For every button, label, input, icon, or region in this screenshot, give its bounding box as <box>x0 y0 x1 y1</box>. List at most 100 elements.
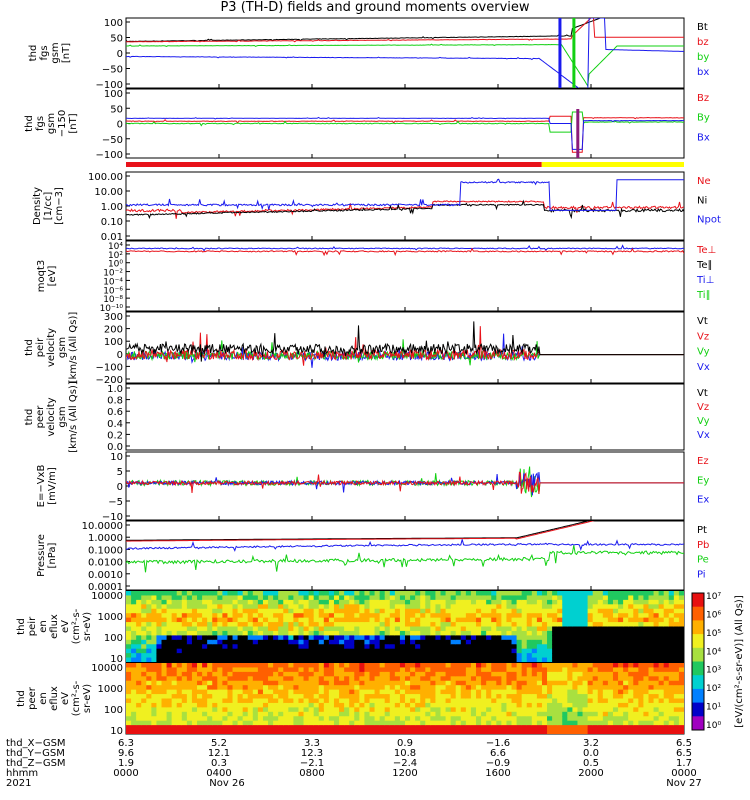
spectrogram-cell <box>597 671 604 677</box>
spectrogram-cell <box>526 630 533 636</box>
spectrogram-cell <box>126 639 132 645</box>
spectrogram-cell <box>262 653 269 659</box>
spectrogram-cell <box>491 630 497 636</box>
spectrogram-cell <box>171 694 178 700</box>
spectrogram-cell <box>638 622 645 628</box>
spectrogram-cell <box>597 591 604 597</box>
spectrogram-cell <box>496 648 502 654</box>
spectrogram-cell <box>531 729 538 734</box>
spectrogram-cell <box>435 635 442 641</box>
spectrogram-cell <box>410 630 416 636</box>
spectrogram-cell <box>440 657 447 662</box>
spectrogram-cell <box>663 694 670 700</box>
spectrogram-cell <box>658 720 665 726</box>
spectrogram-cell <box>435 720 442 726</box>
spectrogram-cell <box>156 685 163 691</box>
spectrogram-cell <box>506 591 513 597</box>
spectrogram-cell <box>166 671 173 677</box>
spectrogram-cell <box>197 599 203 605</box>
spectrogram-cell <box>450 702 457 708</box>
mode-bar-slow <box>126 162 542 167</box>
spectrogram-cell <box>496 653 502 659</box>
y-axis-label: peer <box>35 405 46 429</box>
spectrogram-cell <box>181 725 188 731</box>
y-axis-label: (cm²-s- <box>71 680 82 716</box>
spectrogram-cell <box>283 617 289 623</box>
spectrogram-cell <box>628 626 634 632</box>
spectrogram-cell <box>313 608 320 614</box>
spectrogram-cell <box>313 729 320 734</box>
spectrogram-cell <box>252 702 259 708</box>
colorbar-tick: 10⁴ <box>706 647 721 657</box>
spectrogram-cell <box>146 617 152 623</box>
spectrogram-cell <box>202 671 208 677</box>
spectrogram-cell <box>658 639 665 645</box>
spectrogram-cell <box>318 591 325 597</box>
spectrogram-cell <box>202 653 208 659</box>
spectrogram-cell <box>379 599 386 605</box>
spectrogram-cell <box>333 720 340 726</box>
y-tick-label: 0.1000 <box>88 545 123 556</box>
spectrogram-cell <box>567 608 573 614</box>
spectrogram-cell <box>369 635 376 641</box>
spectrogram-cell <box>242 671 249 677</box>
spectrogram-cell <box>577 622 584 628</box>
spectrogram-cell <box>511 676 518 682</box>
spectrogram-cell <box>151 702 158 708</box>
xaxis-value: 0.9 <box>397 738 413 749</box>
spectrogram-cell <box>440 725 447 731</box>
spectrogram-cell <box>415 689 421 695</box>
spectrogram-cell <box>197 613 203 619</box>
spectrogram-cell <box>541 716 548 722</box>
spectrogram-cell <box>374 653 381 659</box>
spectrogram-cell <box>339 707 345 713</box>
spectrogram-cell <box>673 685 680 691</box>
spectrogram-cell <box>207 635 213 641</box>
spectrogram-cell <box>146 599 152 605</box>
spectrogram-cell <box>389 720 396 726</box>
spectrogram-cell <box>435 608 442 614</box>
spectrogram-cell <box>643 729 650 734</box>
spectrogram-cell <box>379 711 386 717</box>
spectrogram-cell <box>557 729 563 734</box>
spectrogram-cell <box>481 626 487 632</box>
spectrogram-cell <box>161 667 168 673</box>
spectrogram-cell <box>268 702 274 708</box>
spectrogram-cell <box>506 707 513 713</box>
spectrogram-cell <box>506 613 513 619</box>
spectrogram-cell <box>283 716 289 722</box>
spectrogram-cell <box>501 591 508 597</box>
spectrogram-cell <box>328 671 335 677</box>
spectrogram-cell <box>339 702 345 708</box>
spectrogram-cell <box>166 599 173 605</box>
spectrogram-cell <box>663 613 670 619</box>
spectrogram-cell <box>628 613 634 619</box>
spectrogram-cell <box>389 694 396 700</box>
spectrogram-cell <box>354 680 360 686</box>
spectrogram-cell <box>374 680 381 686</box>
spectrogram-cell <box>288 613 294 619</box>
spectrogram-cell <box>557 591 563 597</box>
spectrogram-cell <box>359 720 366 726</box>
spectrogram-cell <box>506 604 513 610</box>
spectrogram-cell <box>126 599 132 605</box>
spectrogram-cell <box>526 663 533 669</box>
spectrogram-cell <box>445 716 452 722</box>
spectrogram-cell <box>394 671 401 677</box>
spectrogram-cell <box>496 725 502 731</box>
spectrogram-cell <box>242 694 249 700</box>
spectrogram-cell <box>359 725 366 731</box>
spectrogram-cell <box>186 667 193 673</box>
spectrogram-cell <box>176 653 183 659</box>
spectrogram-cell <box>364 599 371 605</box>
spectrogram-cell <box>146 639 152 645</box>
spectrogram-cell <box>217 707 223 713</box>
spectrogram-cell <box>481 720 487 726</box>
spectrogram-cell <box>562 622 568 628</box>
spectrogram-cell <box>633 680 639 686</box>
legend-entry: By <box>697 113 710 124</box>
spectrogram-cell <box>318 694 325 700</box>
spectrogram-cell <box>374 617 381 623</box>
spectrogram-cell <box>186 676 193 682</box>
spectrogram-cell <box>481 644 487 650</box>
